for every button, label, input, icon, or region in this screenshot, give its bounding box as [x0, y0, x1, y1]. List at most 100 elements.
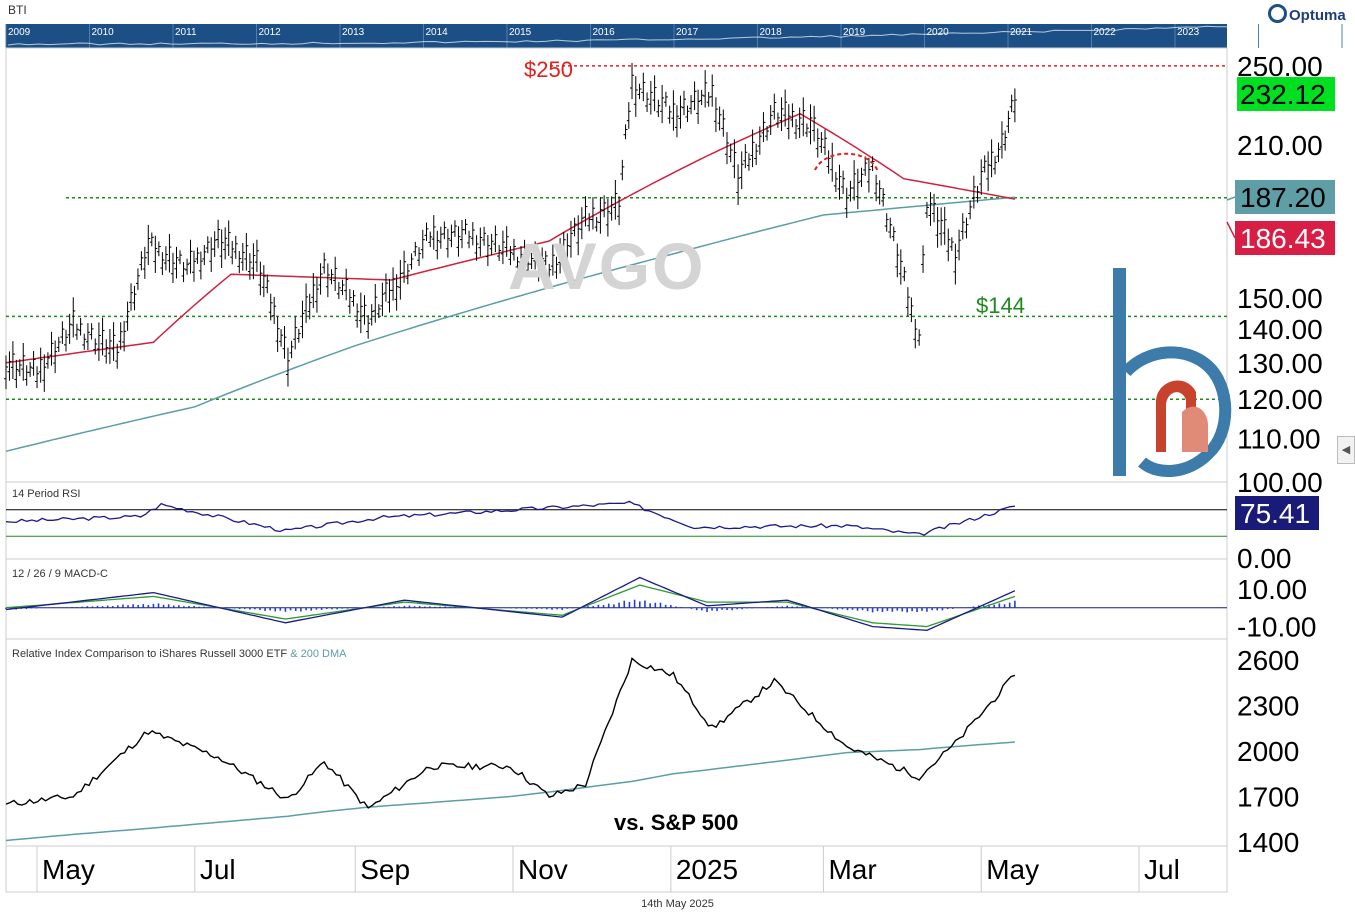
price-bar	[630, 62, 635, 100]
price-bar	[21, 342, 26, 381]
price-bar	[470, 222, 475, 246]
price-bar	[380, 282, 385, 317]
last-price-badge	[1237, 77, 1335, 111]
price-bar	[202, 244, 207, 266]
price-bar	[841, 170, 846, 195]
macd-tick-label: 10.00	[1237, 574, 1307, 605]
price-bar	[195, 247, 200, 264]
price-bar	[924, 201, 929, 218]
price-bar	[558, 237, 563, 274]
ma200-value: 187.20	[1240, 182, 1326, 213]
price-bar	[765, 126, 770, 141]
price-bar	[522, 239, 527, 266]
footer-date: 14th May 2025	[641, 898, 714, 910]
ma50-badge	[1235, 221, 1335, 255]
price-bar	[67, 313, 72, 345]
overview-navigator[interactable]	[6, 24, 1227, 48]
relative-tick-label: 2300	[1237, 691, 1299, 722]
price-bar	[511, 238, 516, 261]
price-bar	[645, 92, 650, 113]
overview-year-label: 2015	[509, 27, 532, 38]
price-bar	[251, 243, 256, 280]
price-bar	[459, 219, 464, 249]
price-bar	[413, 241, 418, 257]
price-tick-label: 250.00	[1237, 51, 1323, 82]
price-bar	[837, 164, 842, 200]
rsi-panel[interactable]	[5, 481, 1228, 560]
price-bar	[431, 215, 436, 250]
price-bar	[24, 365, 29, 386]
symbol-watermark: AVGO	[508, 229, 706, 303]
price-bar	[932, 193, 937, 223]
macd-panel[interactable]	[5, 558, 1228, 640]
rsi-value: 75.41	[1240, 498, 1310, 529]
price-bar	[358, 292, 363, 334]
time-axis[interactable]	[5, 845, 1228, 893]
price-bar	[736, 164, 741, 206]
price-bar	[198, 251, 203, 280]
price-bar	[957, 229, 962, 261]
macd-layer	[5, 576, 1227, 631]
price-tick-label: 130.00	[1237, 348, 1323, 379]
price-bar	[703, 70, 708, 108]
price-bar	[333, 256, 338, 292]
rsi-badge	[1235, 496, 1319, 530]
price-bar	[996, 142, 1001, 163]
price-bar	[100, 317, 105, 356]
price-bar	[125, 301, 130, 331]
ma200-pointer	[1226, 196, 1236, 201]
price-bar	[678, 95, 683, 129]
scroll-right-button[interactable]: ◀	[1337, 436, 1355, 464]
price-bar	[598, 197, 603, 234]
price-bar	[909, 297, 914, 323]
price-bar	[420, 229, 425, 259]
price-bar	[329, 269, 334, 285]
price-bar	[56, 336, 61, 353]
overview-year-label: 2023	[1177, 27, 1200, 38]
price-bar	[750, 129, 755, 168]
price-bar	[656, 99, 661, 118]
price-bar	[794, 119, 799, 140]
overview-year-label: 2024	[1261, 27, 1284, 38]
overview-year-label: 2014	[426, 27, 449, 38]
optuma-ring-icon	[1268, 4, 1287, 23]
price-bar	[122, 320, 127, 352]
price-bar	[699, 89, 704, 106]
price-bar	[14, 359, 19, 389]
price-bar	[178, 250, 183, 265]
ma200-line	[5, 196, 1015, 453]
price-bar	[768, 105, 773, 135]
price-bar	[706, 91, 711, 107]
price-bar	[347, 289, 352, 314]
price-bar	[167, 233, 172, 273]
price-bar	[185, 258, 190, 275]
price-bar	[111, 322, 116, 361]
price-bar	[153, 235, 158, 273]
price-bar	[71, 297, 76, 338]
price-bar	[786, 104, 791, 140]
price-bar	[921, 245, 926, 273]
price-bar	[617, 196, 622, 226]
rsi-line	[5, 500, 1015, 536]
price-bar	[78, 317, 83, 336]
price-bar	[960, 213, 965, 240]
price-bar	[746, 153, 751, 171]
price-bar	[438, 226, 443, 249]
bh-logo-icon	[1113, 268, 1232, 478]
price-bar	[181, 262, 186, 283]
price-bar	[279, 329, 284, 347]
price-bar	[296, 328, 301, 343]
price-bar	[398, 259, 403, 300]
price-bar	[258, 261, 263, 296]
relative-title-dma: & 200 DMA	[290, 648, 347, 660]
price-bar	[986, 151, 991, 192]
price-bar	[833, 171, 838, 193]
overview-year-label: 2018	[760, 27, 783, 38]
price-bar	[826, 150, 831, 174]
price-bar	[754, 143, 759, 165]
price-bar	[713, 97, 718, 133]
ma50-pointer	[1226, 221, 1236, 239]
x-axis-label: Mar	[828, 854, 876, 885]
